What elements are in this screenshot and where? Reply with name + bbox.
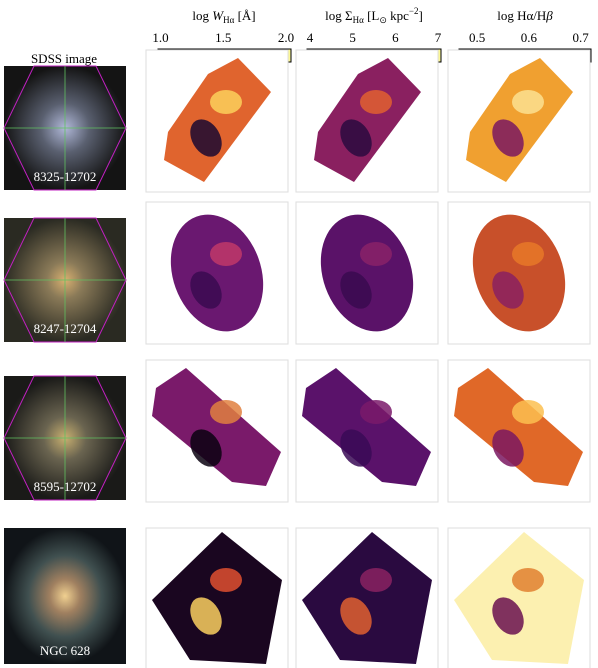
tick-label: 5 bbox=[349, 30, 356, 45]
map-feature bbox=[512, 568, 544, 592]
map-feature bbox=[492, 119, 524, 157]
map-feature bbox=[210, 90, 242, 114]
map-feature bbox=[340, 597, 372, 635]
map-feature bbox=[492, 429, 524, 467]
galaxy-label: 8595-12702 bbox=[34, 479, 97, 494]
tick-label: 2.0 bbox=[278, 30, 294, 45]
tick-label: 0.6 bbox=[521, 30, 538, 45]
colorbar-label: log Hα/Hβ bbox=[497, 8, 553, 23]
map-panel bbox=[295, 527, 439, 668]
map-panel bbox=[447, 359, 591, 503]
map-region bbox=[472, 214, 566, 332]
map-feature bbox=[190, 271, 222, 309]
map-feature bbox=[492, 597, 524, 635]
map-region bbox=[164, 58, 271, 182]
map-region bbox=[314, 58, 421, 182]
map-panel bbox=[145, 201, 289, 345]
galaxy-label: NGC 628 bbox=[40, 643, 90, 658]
tick-label: 6 bbox=[392, 30, 399, 45]
image-bg bbox=[4, 528, 126, 664]
map-feature bbox=[512, 242, 544, 266]
map-feature bbox=[360, 400, 392, 424]
map-region bbox=[466, 58, 573, 182]
tick-label: 1.0 bbox=[152, 30, 168, 45]
map-panel bbox=[447, 201, 591, 345]
galaxy-label: 8247-12704 bbox=[34, 321, 97, 336]
map-region bbox=[152, 368, 281, 486]
map-feature bbox=[190, 429, 222, 467]
map-feature bbox=[340, 119, 372, 157]
sdss-image: 8247-12704 bbox=[3, 217, 127, 343]
map-feature bbox=[210, 400, 242, 424]
map-feature bbox=[210, 242, 242, 266]
map-region bbox=[152, 532, 282, 664]
map-feature bbox=[340, 429, 372, 467]
map-region bbox=[302, 368, 431, 486]
map-panel bbox=[295, 201, 439, 345]
tick-label: 0.7 bbox=[573, 30, 590, 45]
tick-label: 7 bbox=[435, 30, 442, 45]
map-feature bbox=[492, 271, 524, 309]
map-panel bbox=[447, 49, 591, 193]
map-feature bbox=[340, 271, 372, 309]
map-feature bbox=[190, 597, 222, 635]
tick-label: 4 bbox=[307, 30, 314, 45]
map-panel bbox=[295, 49, 439, 193]
sdss-image: NGC 628 bbox=[4, 528, 126, 664]
map-panel bbox=[145, 527, 289, 668]
image-title: SDSS image bbox=[31, 51, 97, 66]
tick-label: 0.5 bbox=[469, 30, 485, 45]
map-feature bbox=[360, 568, 392, 592]
map-feature bbox=[360, 90, 392, 114]
map-region bbox=[302, 532, 432, 664]
map-region bbox=[454, 368, 583, 486]
map-region bbox=[320, 214, 414, 332]
tick-label: 1.5 bbox=[215, 30, 231, 45]
map-feature bbox=[190, 119, 222, 157]
map-panel bbox=[295, 359, 439, 503]
sdss-image: 8595-12702 bbox=[3, 375, 127, 501]
map-feature bbox=[512, 400, 544, 424]
galaxy-label: 8325-12702 bbox=[34, 169, 97, 184]
colorbar-label: log WHα [Å] bbox=[192, 8, 255, 25]
map-feature bbox=[210, 568, 242, 592]
colorbar-label: log ΣHα [L⊙ kpc−2] bbox=[325, 6, 423, 25]
map-region bbox=[170, 214, 264, 332]
map-feature bbox=[512, 90, 544, 114]
map-panel bbox=[145, 359, 289, 503]
map-region bbox=[454, 532, 584, 664]
map-feature bbox=[360, 242, 392, 266]
map-panel bbox=[447, 527, 591, 668]
map-panel bbox=[145, 49, 289, 193]
sdss-image: 8325-12702 bbox=[3, 65, 127, 191]
